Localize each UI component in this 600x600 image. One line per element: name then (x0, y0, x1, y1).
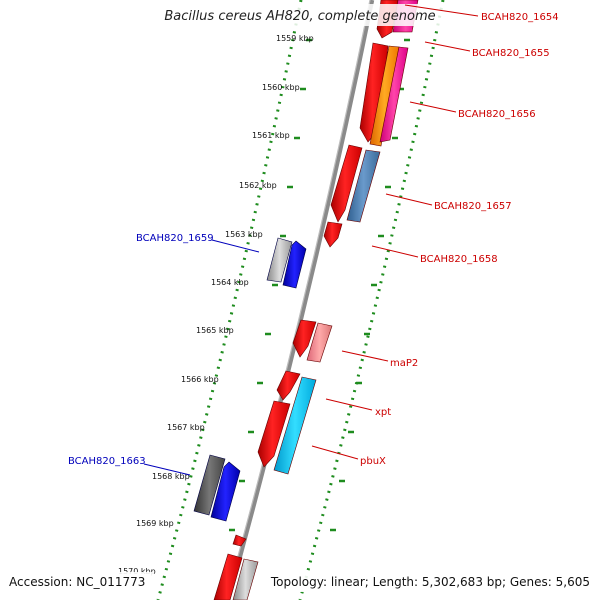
scale-label: 1570 kbp (118, 567, 156, 576)
scale-label: 1564 kbp (211, 278, 249, 287)
gene-bcah820-1657[interactable] (330, 144, 363, 223)
gene-bcah820-1655-b[interactable] (369, 45, 400, 147)
gene-bcah820-1656[interactable] (379, 46, 409, 143)
reverse-genes (193, 237, 307, 522)
scale-label: 1569 kbp (136, 519, 174, 528)
gene-label[interactable]: BCAH820_1657 (434, 201, 512, 212)
footer-halo-right (268, 572, 596, 592)
gene-bcah820-1663[interactable] (210, 461, 241, 522)
gene-bcah820-1657-b[interactable] (346, 149, 381, 223)
gene-label[interactable]: BCAH820_1654 (481, 12, 559, 23)
topology-text: Topology: linear; Length: 5,302,683 bp; … (270, 575, 590, 589)
scale-label: 1566 kbp (181, 375, 219, 384)
title-halo (156, 4, 444, 26)
scale-label: 1560 kbp (262, 83, 300, 92)
gene-label[interactable]: xpt (375, 407, 391, 418)
scale-label: 1562 kbp (239, 181, 277, 190)
scale-label: 1565 kbp (196, 326, 234, 335)
scale-label: 1559 kbp (276, 34, 314, 43)
gene-pbux[interactable] (273, 376, 317, 475)
gene-label[interactable]: BCAH820_1655 (472, 48, 550, 59)
gene-bottom-b[interactable] (213, 553, 243, 600)
gene-bcah820-1659[interactable] (282, 240, 307, 289)
gene-pbux-a[interactable] (257, 400, 291, 468)
gene-bottom-c[interactable] (232, 558, 259, 600)
forward-label-lines (311, 4, 479, 460)
gene-map2[interactable] (292, 319, 317, 358)
forward-genes (213, 0, 419, 600)
gene-map2-b[interactable] (306, 322, 333, 363)
gene-label[interactable]: BCAH820_1656 (458, 109, 536, 120)
gene-bcah820-1658[interactable] (323, 221, 343, 248)
scale-label: 1563 kbp (225, 230, 263, 239)
gene-bcah820-1659-gray[interactable] (266, 237, 293, 283)
gene-bottom-a[interactable] (232, 534, 247, 547)
outer-tick-marks (229, 38, 312, 532)
gene-bcah820-1663-gray[interactable] (193, 454, 226, 516)
gene-label[interactable]: BCAH820_1659 (136, 233, 214, 244)
gene-label[interactable]: BCAH820_1658 (420, 254, 498, 265)
gene-label[interactable]: BCAH820_1663 (68, 456, 146, 467)
gene-xpt[interactable] (276, 370, 301, 401)
genome-title: Bacillus cereus AH820, complete genome (164, 9, 435, 24)
scale-labels: 1559 kbp 1560 kbp 1561 kbp 1562 kbp 1563… (118, 34, 314, 576)
forward-gene-labels: BCAH820_1654 BCAH820_1655 BCAH820_1656 B… (360, 12, 559, 467)
reverse-label-lines (143, 239, 260, 476)
accession-text: Accession: NC_011773 (9, 575, 145, 589)
gene-label[interactable]: maP2 (390, 358, 418, 369)
scale-label: 1567 kbp (167, 423, 205, 432)
scale-label: 1561 kbp (252, 131, 290, 140)
reverse-gene-labels: BCAH820_1659 BCAH820_1663 (68, 233, 214, 467)
genome-backbone-highlight (225, 0, 371, 600)
gene-label[interactable]: pbuX (360, 456, 386, 467)
scale-label: 1568 kbp (152, 472, 190, 481)
genome-backbone (225, 0, 375, 600)
footer-halo-left (4, 572, 154, 592)
